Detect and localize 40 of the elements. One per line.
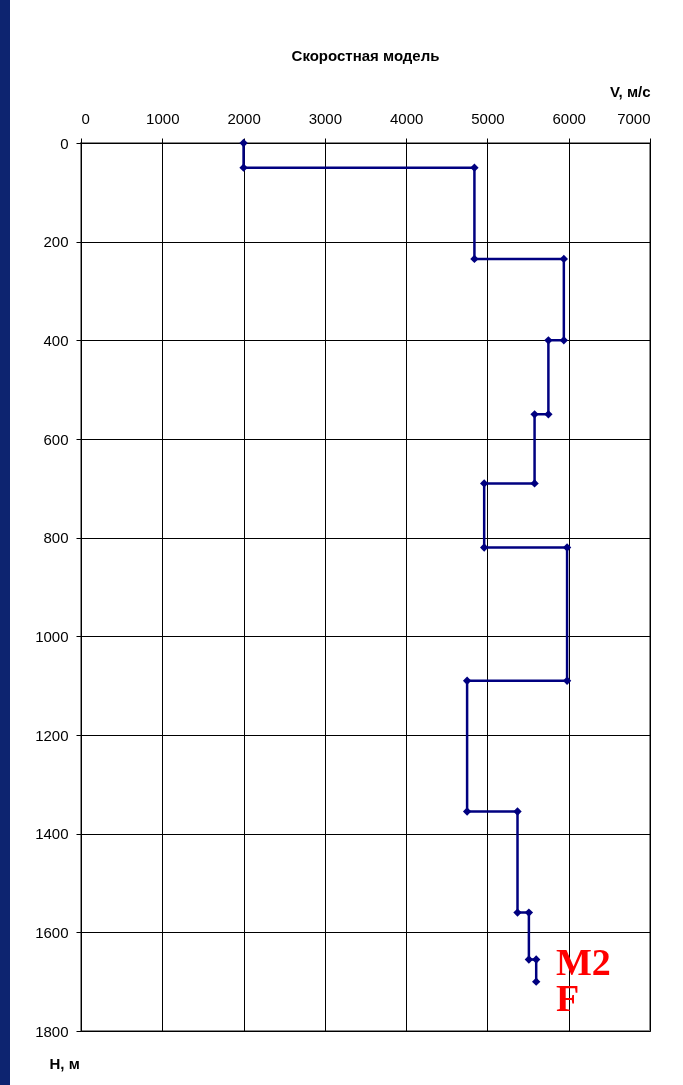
point (462, 676, 472, 685)
x-tick-label: 3000 (308, 109, 343, 127)
y-tick-label: 1400 (35, 825, 69, 843)
point (479, 543, 489, 552)
point (559, 336, 569, 345)
point (513, 908, 522, 917)
y-tick-label: 800 (43, 529, 69, 547)
point (513, 807, 522, 816)
x-tick-label: 0 (81, 109, 90, 127)
y-tick-label: 600 (43, 430, 69, 448)
y-tick-label: 1800 (35, 1022, 69, 1040)
x-tick-label: 7000 (617, 109, 651, 127)
point (532, 977, 541, 986)
y-tick-label: 1000 (35, 627, 69, 645)
point (544, 410, 553, 419)
x-tick-label: 5000 (471, 109, 505, 127)
point (530, 410, 539, 419)
point (470, 163, 479, 172)
x-tick-label: 2000 (227, 109, 261, 127)
y-axis-title: Н, м (49, 1054, 80, 1072)
y-tick-label: 1200 (35, 726, 69, 744)
x-tick-label: 6000 (552, 109, 586, 127)
point (462, 807, 472, 816)
point (524, 908, 534, 917)
point (470, 254, 479, 264)
point (562, 543, 572, 552)
point (479, 479, 489, 488)
point (532, 955, 541, 964)
y-tick-label: 400 (43, 331, 69, 349)
point (530, 479, 539, 488)
point (544, 336, 553, 345)
y-tick-label: 1600 (35, 923, 69, 941)
x-tick-label: 1000 (146, 109, 180, 127)
y-tick-label: 200 (43, 233, 69, 251)
x-axis-title: V, м/с (609, 82, 651, 100)
point (562, 676, 572, 685)
point (239, 163, 248, 172)
y-tick-label: 0 (60, 134, 69, 152)
chart-title: Скоростная модель (291, 47, 440, 64)
x-tick-label: 4000 (389, 109, 424, 127)
